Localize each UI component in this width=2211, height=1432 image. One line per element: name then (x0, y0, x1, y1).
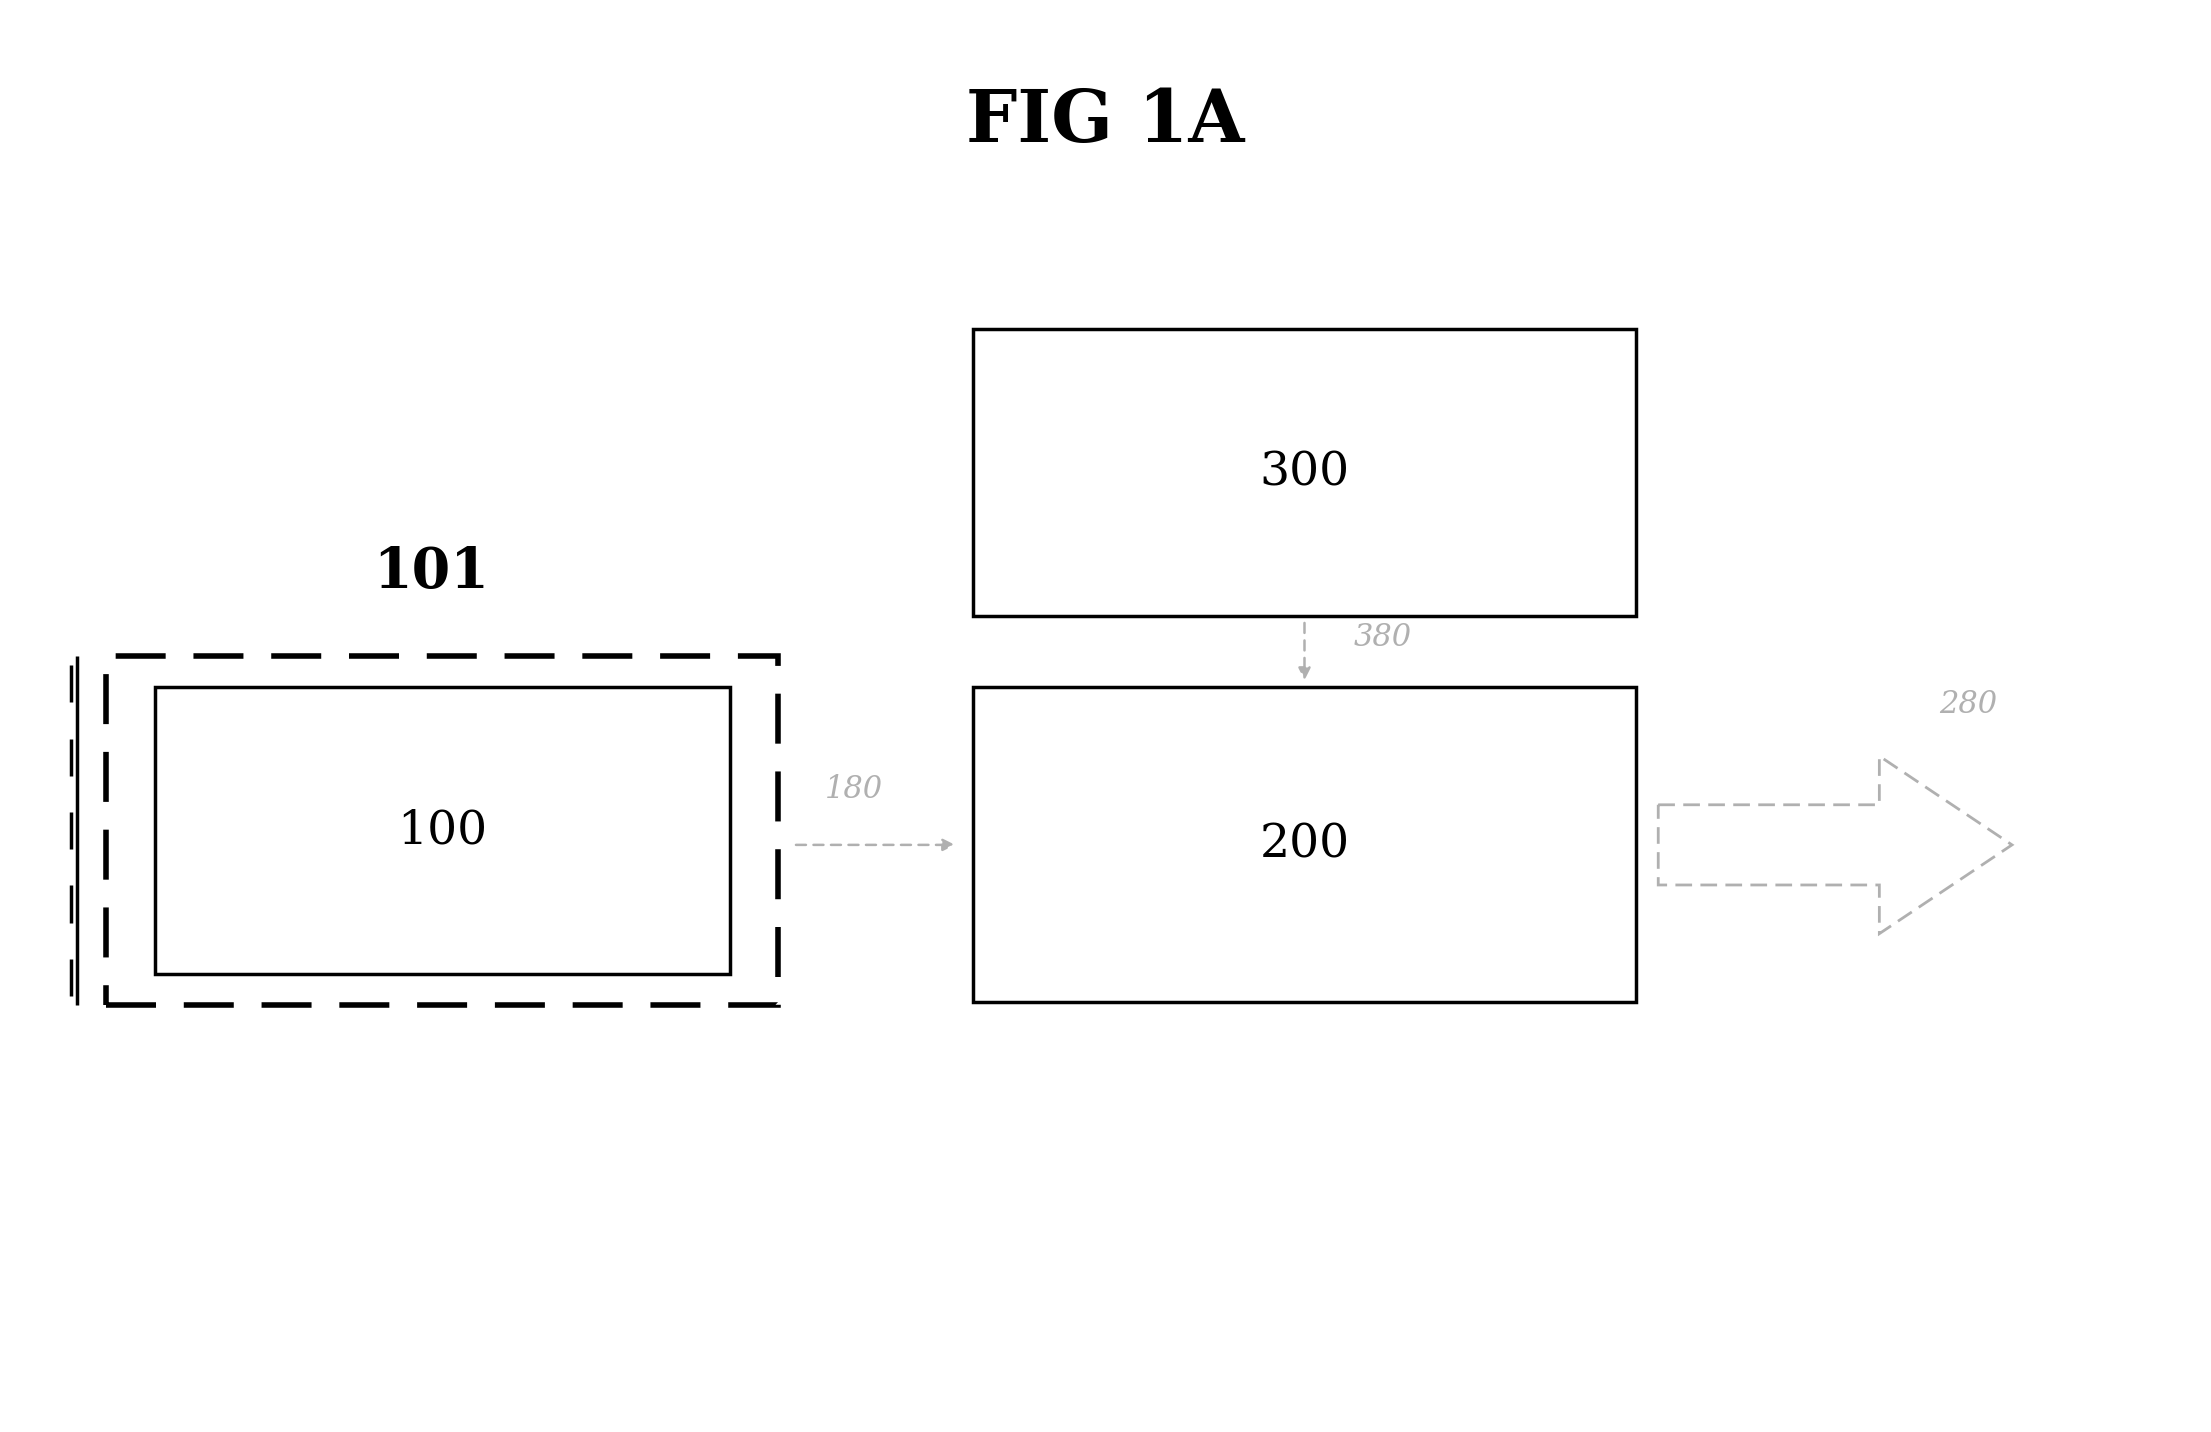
Text: FIG 1A: FIG 1A (966, 86, 1245, 158)
Text: 101: 101 (374, 546, 489, 600)
Text: 380: 380 (1353, 621, 1411, 653)
Bar (106, 656, 778, 1005)
Polygon shape (1658, 756, 2012, 934)
Bar (973, 329, 1636, 616)
Text: 300: 300 (1260, 450, 1349, 495)
Text: 280: 280 (1939, 689, 1997, 720)
Text: 180: 180 (825, 773, 882, 805)
Text: 200: 200 (1260, 822, 1349, 868)
Text: 100: 100 (398, 808, 486, 853)
Bar (155, 687, 730, 974)
Bar (973, 687, 1636, 1002)
